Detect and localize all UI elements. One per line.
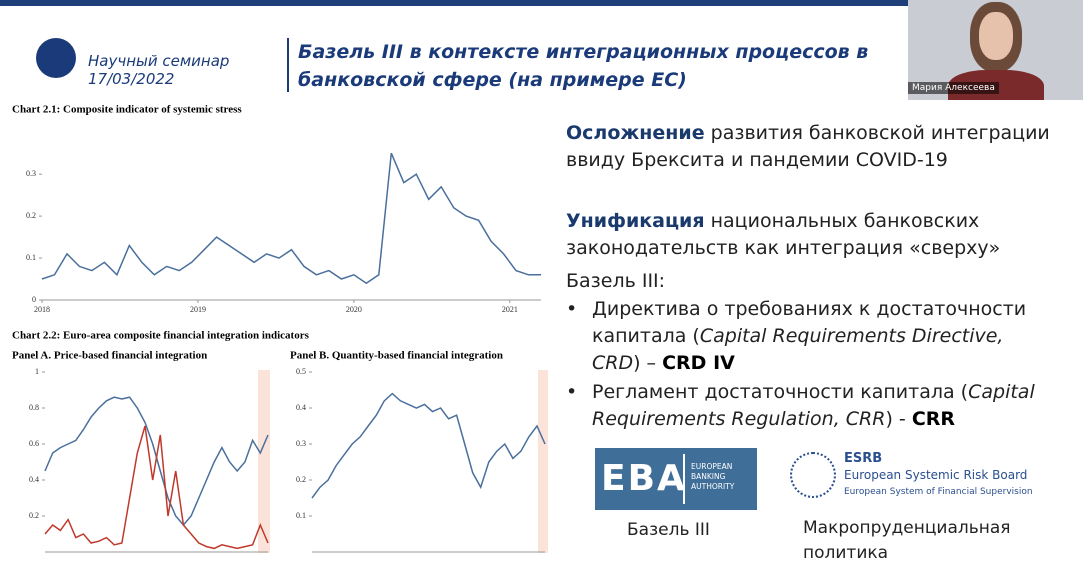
basel-heading: Базель III: (566, 270, 666, 292)
eba-logo: EBA EUROPEAN BANKING AUTHORITY (595, 448, 757, 510)
y-tick-label: 0.8 (29, 403, 39, 412)
eba-line: AUTHORITY (691, 482, 735, 491)
italic-text: Capital Requirements Directive, CRD (592, 325, 1004, 374)
y-tick-label: 0.4 (29, 475, 39, 484)
esrb-stars (790, 452, 836, 498)
y-tick-label: 0.3 (26, 169, 36, 178)
y-tick-label: 1 (35, 367, 39, 376)
chart-title: Panel B. Quantity-based financial integr… (290, 350, 503, 362)
line-series (41, 152, 541, 285)
caption-line: Макропруденциальная (803, 518, 1011, 538)
participant-name: Мария Алексеева (908, 82, 999, 94)
caption-line: политика (803, 543, 889, 563)
x-tick-label: 2021 (502, 305, 518, 314)
y-tick-label: 0.3 (296, 439, 306, 448)
esrb-name: European Systemic Risk Board (844, 468, 1028, 482)
eba-text: EUROPEAN BANKING AUTHORITY (691, 462, 734, 492)
bullet: Регламент достаточности капитала (Capita… (566, 379, 1056, 433)
bold-text: Осложнение (566, 122, 705, 144)
x-tick-label: 2018 (34, 305, 50, 314)
esrb-abbr: ESRB (844, 451, 883, 466)
chart-title: Panel A. Price-based financial integrati… (12, 350, 207, 362)
text: ) - (885, 408, 912, 430)
esrb-sub: European System of Financial Supervision (844, 487, 1033, 497)
y-tick-label: 0.4 (296, 403, 306, 412)
y-tick-label: 0.5 (296, 367, 306, 376)
y-tick-label: 0.1 (296, 511, 306, 520)
shade (258, 370, 270, 553)
page: Научный семинар 17/03/2022 Базель III в … (0, 0, 1083, 553)
chart-title: Chart 2.1: Composite indicator of system… (12, 104, 242, 116)
y-tick-label: 0.6 (29, 439, 39, 448)
x-tick-label: 2019 (190, 305, 206, 314)
text: Регламент достаточности капитала ( (592, 381, 969, 403)
eba-rule (683, 454, 685, 504)
chart-title: Chart 2.2: Euro-area composite financial… (12, 330, 310, 342)
text: Директива о требованиях к достаточности … (592, 298, 1027, 347)
divider (287, 38, 289, 92)
bold-text: Унификация (566, 210, 705, 232)
italic-text: Capital Requirements Regulation, CRR (592, 381, 1035, 430)
bullet-list: Директива о требованиях к достаточности … (566, 296, 1056, 433)
eba-line: EUROPEAN (691, 462, 733, 471)
video-tile: Мария Алексеева (908, 0, 1083, 100)
top-bar (0, 0, 1083, 6)
seminar: Научный семинар (88, 52, 230, 70)
y-tick-label: 0.1 (26, 253, 36, 262)
bold-text: CRR (911, 408, 956, 430)
bullet: Директива о требованиях к достаточности … (566, 296, 1056, 377)
charts: Chart 2.2: Euro-area composite financial… (12, 104, 548, 553)
eba-line: BANKING (691, 472, 726, 481)
esrb-caption: Макропруденциальная политика (803, 516, 1011, 566)
slide-title: Базель III в контексте интеграционных пр… (298, 38, 868, 94)
face (979, 12, 1013, 60)
line-series (311, 392, 546, 499)
block2: Унификация национальных банковских закон… (566, 208, 1056, 262)
eba-caption: Базель III (627, 520, 710, 540)
x-tick-label: 2020 (346, 305, 362, 314)
bold-text: CRD IV (662, 352, 735, 374)
y-tick-label: 0.2 (26, 211, 36, 220)
line-series (44, 425, 269, 550)
logo (36, 38, 76, 78)
y-tick-label: 0.2 (29, 511, 39, 520)
date: 17/03/2022 (88, 70, 175, 88)
title-line: Базель III в контексте интеграционных пр… (298, 41, 869, 63)
shade (538, 370, 548, 553)
y-tick-label: 0.2 (296, 475, 306, 484)
y-tick-label: 0 (32, 295, 36, 304)
title-line: банковской сфере (на примере ЕС) (298, 69, 687, 91)
block1: Осложнение развития банковской интеграци… (566, 120, 1056, 174)
text: ) – (633, 352, 663, 374)
eba-abbr: EBA (601, 458, 687, 499)
text: национальных банковских законодательств … (566, 210, 1001, 259)
text: развития банковской интеграции ввиду Бре… (566, 122, 1050, 171)
